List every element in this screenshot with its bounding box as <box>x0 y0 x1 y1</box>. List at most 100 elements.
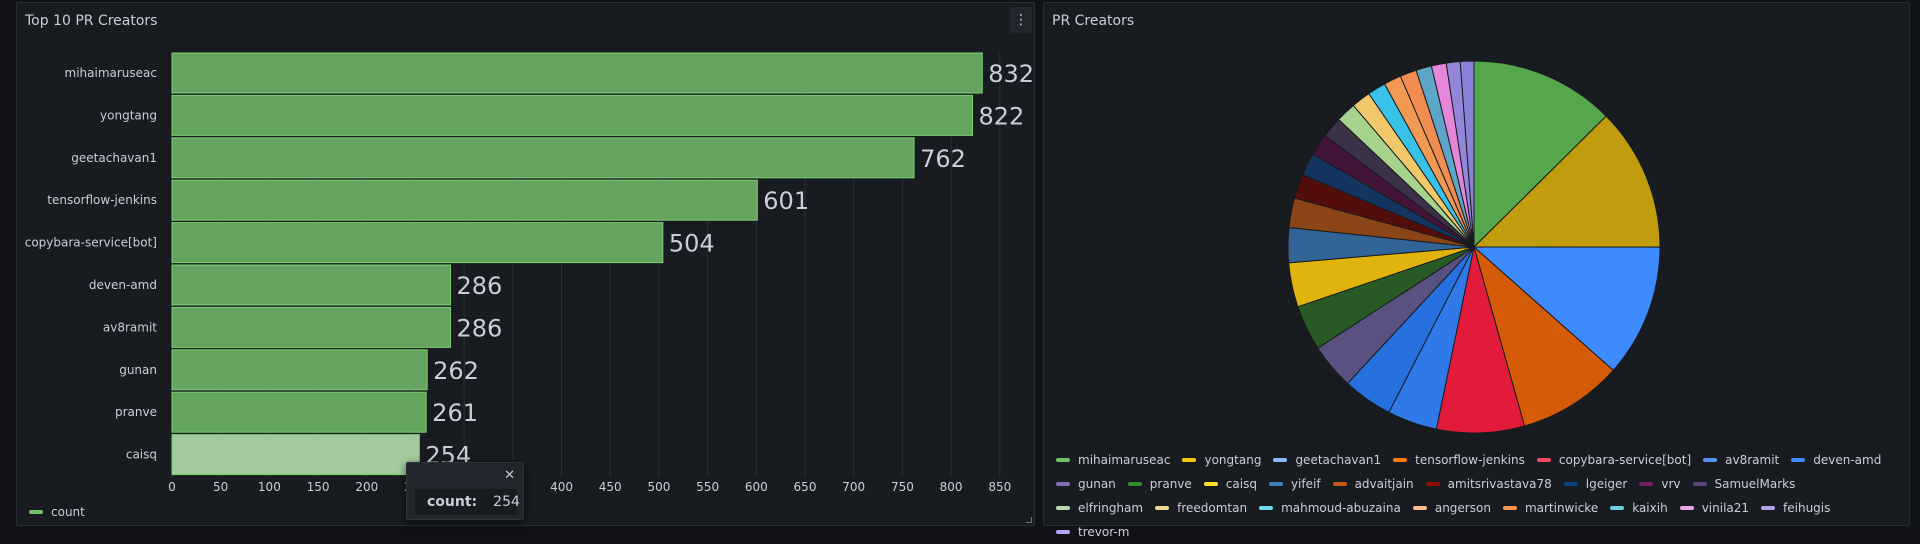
legend-swatch <box>1426 482 1440 486</box>
legend-swatch <box>1393 458 1407 462</box>
legend-item[interactable]: feihugis <box>1761 496 1830 520</box>
legend-swatch <box>1273 458 1287 462</box>
legend-item[interactable]: amitsrivastava78 <box>1426 472 1552 496</box>
legend-item[interactable]: freedomtan <box>1155 496 1247 520</box>
legend-swatch <box>1537 458 1551 462</box>
legend-item[interactable]: tensorflow-jenkins <box>1393 448 1525 472</box>
x-tick-label: 550 <box>696 480 719 494</box>
legend-item[interactable]: caisq <box>1204 472 1257 496</box>
pie-legend: mihaimaruseac yongtang geetachavan1 tensorf… <box>1056 448 1896 544</box>
bar-chart-panel: Top 10 PR Creators ⋮ 0501001502002503003… <box>16 2 1035 526</box>
x-tick-label: 700 <box>842 480 865 494</box>
legend-swatch <box>1269 482 1283 486</box>
legend-label: geetachavan1 <box>1295 453 1381 467</box>
x-tick-label: 200 <box>355 480 378 494</box>
legend-item-count[interactable]: count <box>29 500 85 524</box>
legend-label: gunan <box>1078 477 1116 491</box>
legend-swatch <box>1333 482 1347 486</box>
bar-value-label: 762 <box>920 145 966 173</box>
legend-item[interactable]: SamuelMarks <box>1693 472 1796 496</box>
x-tick-label: 650 <box>794 480 817 494</box>
legend-swatch <box>1056 482 1070 486</box>
bar[interactable] <box>172 392 426 432</box>
legend-label: deven-amd <box>1813 453 1881 467</box>
legend-swatch <box>1155 506 1169 510</box>
legend-item[interactable]: av8ramit <box>1703 448 1779 472</box>
legend-label: pranve <box>1150 477 1192 491</box>
legend-item[interactable]: pranve <box>1128 472 1192 496</box>
y-category-label: av8ramit <box>103 320 157 334</box>
bar[interactable] <box>172 180 757 220</box>
legend-item[interactable]: yifeif <box>1269 472 1321 496</box>
bar-value-label: 286 <box>457 272 503 300</box>
legend-item[interactable]: vrv <box>1639 472 1680 496</box>
legend-item[interactable]: vinila21 <box>1680 496 1749 520</box>
bar-value-label: 601 <box>763 187 809 215</box>
legend-item[interactable]: gunan <box>1056 472 1116 496</box>
tooltip-value: 254 <box>493 494 520 510</box>
legend-swatch <box>1639 482 1653 486</box>
resize-handle[interactable] <box>1026 517 1032 523</box>
legend-item[interactable]: elfringham <box>1056 496 1143 520</box>
bar[interactable] <box>172 265 451 305</box>
x-tick-label: 0 <box>168 480 176 494</box>
close-icon[interactable]: ✕ <box>504 468 515 483</box>
legend-label: vrv <box>1661 477 1680 491</box>
bar[interactable] <box>172 95 973 135</box>
legend-swatch <box>1128 482 1142 486</box>
pie-chart <box>1044 3 1911 443</box>
x-tick-label: 850 <box>988 480 1011 494</box>
legend-item[interactable]: lgeiger <box>1564 472 1628 496</box>
legend-item[interactable]: advaitjain <box>1333 472 1414 496</box>
x-tick-label: 750 <box>891 480 914 494</box>
legend-swatch <box>1182 458 1196 462</box>
y-category-label: pranve <box>115 405 157 419</box>
y-category-label: geetachavan1 <box>71 151 157 165</box>
y-category-label: yongtang <box>100 108 157 122</box>
legend-label: yongtang <box>1204 453 1261 467</box>
bar[interactable] <box>172 53 982 93</box>
legend-item[interactable]: kaixih <box>1610 496 1667 520</box>
legend-swatch <box>1259 506 1273 510</box>
legend-label: vinila21 <box>1702 501 1749 515</box>
x-tick-label: 500 <box>647 480 670 494</box>
hover-tooltip: ✕ count: 254 <box>406 462 524 520</box>
bar-legend: count <box>29 500 97 524</box>
legend-swatch <box>1056 530 1070 534</box>
x-tick-label: 100 <box>258 480 281 494</box>
legend-item[interactable]: angerson <box>1413 496 1491 520</box>
legend-label: SamuelMarks <box>1715 477 1796 491</box>
x-tick-label: 600 <box>745 480 768 494</box>
bar[interactable] <box>172 435 419 475</box>
legend-label: freedomtan <box>1177 501 1247 515</box>
y-category-label: tensorflow-jenkins <box>47 193 157 207</box>
legend-item[interactable]: geetachavan1 <box>1273 448 1381 472</box>
legend-label: martinwicke <box>1525 501 1598 515</box>
legend-swatch <box>1680 506 1694 510</box>
bar[interactable] <box>172 307 451 347</box>
legend-item[interactable]: martinwicke <box>1503 496 1598 520</box>
x-tick-label: 150 <box>307 480 330 494</box>
bar[interactable] <box>172 223 663 263</box>
legend-label: kaixih <box>1632 501 1667 515</box>
legend-item[interactable]: yongtang <box>1182 448 1261 472</box>
bar-value-label: 286 <box>457 314 503 342</box>
legend-swatch <box>1056 458 1070 462</box>
bar-value-label: 832 <box>988 60 1034 88</box>
legend-item[interactable]: deven-amd <box>1791 448 1881 472</box>
legend-item[interactable]: copybara-service[bot] <box>1537 448 1691 472</box>
bar[interactable] <box>172 350 427 390</box>
legend-label: feihugis <box>1783 501 1830 515</box>
legend-item[interactable]: trevor-m <box>1056 520 1129 544</box>
legend-item[interactable]: mahmoud-abuzaina <box>1259 496 1401 520</box>
legend-label: copybara-service[bot] <box>1559 453 1691 467</box>
bar[interactable] <box>172 138 914 178</box>
legend-item[interactable]: mihaimaruseac <box>1056 448 1170 472</box>
legend-label: caisq <box>1226 477 1257 491</box>
x-tick-label: 400 <box>550 480 573 494</box>
legend-swatch <box>1204 482 1218 486</box>
bar-chart: 0501001502002503003504004505005506006507… <box>17 3 1036 527</box>
legend-label: count <box>51 505 85 519</box>
tooltip-row: count: 254 <box>415 489 517 515</box>
legend-swatch <box>1791 458 1805 462</box>
